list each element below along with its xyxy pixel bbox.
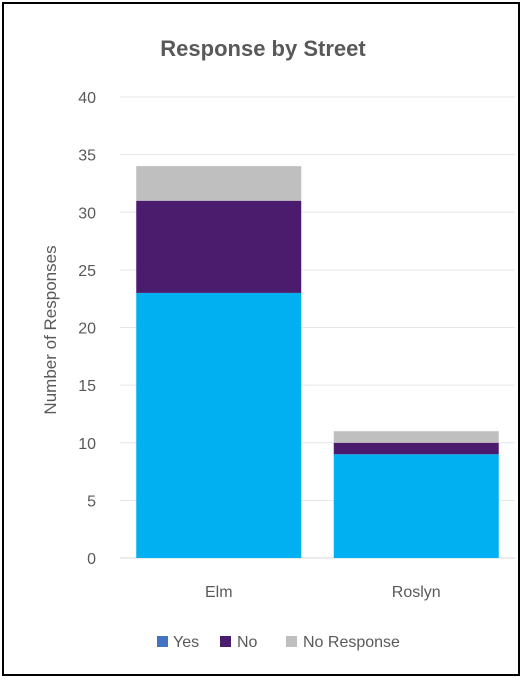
x-tick-label-elm: Elm — [205, 584, 233, 601]
y-tick-label-20: 20 — [78, 321, 96, 338]
bar-elm-no — [136, 200, 302, 293]
chart-title: Response by Street — [160, 36, 366, 61]
y-tick-label-25: 25 — [78, 263, 96, 280]
y-tick-label-35: 35 — [78, 148, 96, 165]
bar-elm-yes — [136, 292, 302, 558]
bar-roslyn-yes — [333, 454, 499, 558]
bar-roslyn-no — [333, 442, 499, 455]
x-tick-label-roslyn: Roslyn — [392, 584, 441, 601]
legend-swatch-no-response — [286, 636, 297, 647]
bar-roslyn-no-response — [333, 431, 499, 443]
bars — [136, 166, 499, 558]
y-tick-label-0: 0 — [87, 551, 96, 568]
legend-label-yes: Yes — [173, 634, 199, 651]
y-axis-label: Number of Responses — [41, 245, 60, 414]
x-tick-labels: Elm Roslyn — [205, 584, 441, 601]
bar-elm-no-response — [136, 166, 302, 201]
legend-label-no: No — [237, 634, 258, 651]
legend-swatch-no — [220, 636, 231, 647]
y-tick-label-5: 5 — [87, 493, 96, 510]
legend-label-no-response: No Response — [303, 634, 400, 651]
y-tick-label-10: 10 — [78, 436, 96, 453]
y-tick-label-40: 40 — [78, 90, 96, 107]
legend: Yes No No Response — [157, 634, 400, 651]
legend-swatch-yes — [157, 636, 168, 647]
y-tick-label-30: 30 — [78, 205, 96, 222]
y-tick-label-15: 15 — [78, 378, 96, 395]
y-tick-labels: 0 5 10 15 20 25 30 35 40 — [78, 90, 96, 568]
